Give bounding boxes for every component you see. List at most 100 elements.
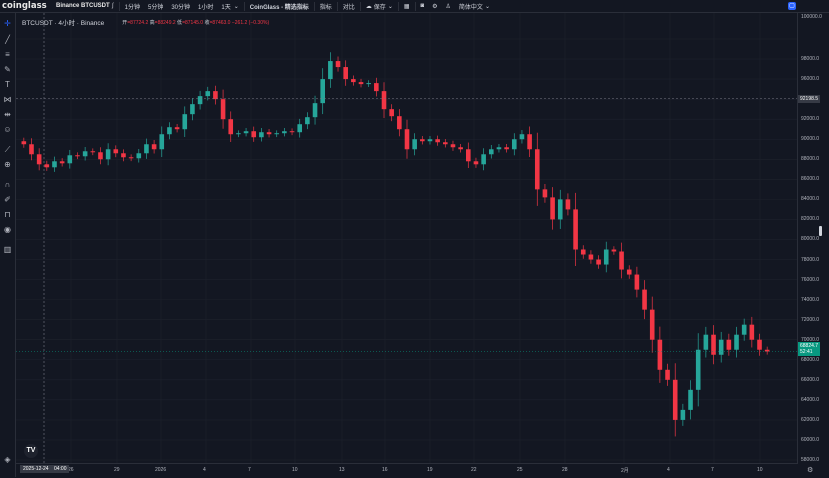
save-label: 保存	[373, 4, 386, 11]
chevron-down-icon: ⌄	[484, 3, 490, 10]
time-tick-label: 26	[68, 467, 74, 473]
lock-icon[interactable]: ⊓	[4, 210, 11, 219]
chart-settings-icon[interactable]: ⚙	[807, 467, 814, 474]
candle-body	[228, 119, 234, 135]
zoom-in-icon[interactable]: ⊕	[4, 160, 11, 169]
price-tick-label: 86000.0	[801, 176, 820, 183]
price-tick-label: 62000.0	[801, 416, 820, 423]
candle-body	[381, 91, 387, 110]
price-tick-top: 100000.0	[801, 14, 822, 20]
candle-body	[550, 197, 555, 220]
candle-body	[75, 155, 80, 157]
tradingview-logo[interactable]: TV	[24, 444, 38, 458]
scroll-handle[interactable]	[819, 226, 822, 236]
time-tick-label: 4	[203, 467, 206, 473]
open-label: 开	[122, 19, 128, 26]
text-icon[interactable]: T	[5, 80, 10, 89]
interval-1h[interactable]: 1小时	[198, 4, 214, 11]
low-label: 低	[177, 19, 183, 26]
language-selector[interactable]: 简体中文 ⌄	[455, 2, 494, 11]
interval-5m[interactable]: 5分钟	[148, 4, 164, 11]
time-tick-label: 25	[517, 467, 523, 473]
candle-body	[197, 96, 203, 105]
crosshair-date-label: 2025-12-24 04:00	[20, 465, 70, 473]
crosshair-price-label: 92198.5	[798, 95, 821, 103]
candle-body	[297, 124, 303, 133]
candle-body	[36, 154, 42, 165]
compare-button[interactable]: 对比	[342, 4, 355, 11]
layout-grid-icon[interactable]: ▦	[403, 3, 410, 10]
price-tick-label: 96000.0	[801, 76, 820, 83]
camera-icon[interactable]: ◙	[420, 3, 425, 9]
user-icon[interactable]: ♙	[445, 3, 451, 10]
interval-1m[interactable]: 1分钟	[124, 4, 140, 11]
emoji-icon[interactable]: ☺	[3, 125, 12, 134]
candle-body	[312, 103, 318, 118]
compare-symbol-icon[interactable]: ∫	[112, 3, 114, 9]
fullscreen-icon[interactable]: ▢	[788, 2, 796, 10]
last-price-label: 68824.7 52:41	[798, 342, 821, 356]
price-tick-label: 88000.0	[801, 156, 820, 163]
horizontal-lines-icon[interactable]: ≡	[5, 50, 10, 59]
brush-icon[interactable]: ✎	[4, 65, 11, 74]
candle-body	[274, 133, 280, 135]
candle-body	[481, 154, 486, 165]
candle-body	[213, 91, 218, 100]
save-button[interactable]: ☁ 保存 ⌄	[362, 2, 397, 11]
candle-body	[603, 249, 609, 265]
candle-body	[718, 339, 724, 355]
price-tick-label: 60000.0	[801, 436, 820, 443]
crosshair-date: 2025-12-24	[23, 466, 49, 472]
trash-icon[interactable]: ▥	[3, 245, 12, 254]
high-value: =88249.2	[154, 19, 176, 26]
pattern-icon[interactable]: ⋈	[3, 95, 12, 104]
candle-body	[351, 79, 356, 83]
candle-body	[565, 199, 571, 210]
candle-body	[243, 131, 249, 134]
candle-body	[435, 139, 440, 143]
divider	[336, 1, 338, 11]
symbol-selector[interactable]: Binance BTCUSDT	[56, 3, 110, 9]
candle-body	[90, 151, 96, 153]
candlestick-chart[interactable]	[16, 13, 828, 464]
indicators-button[interactable]: 指标	[319, 4, 332, 11]
crosshair-icon[interactable]: ✛	[4, 19, 11, 28]
change-value: −261.2 (−0.30%)	[231, 19, 270, 26]
lock-drawing-icon[interactable]: ✐	[4, 195, 11, 204]
candle-body	[680, 409, 686, 420]
price-tick-label: 72000.0	[801, 316, 820, 323]
interval-30m[interactable]: 30分钟	[171, 4, 191, 11]
ruler-icon[interactable]: ⟋	[4, 145, 11, 154]
trend-line-icon[interactable]: ╱	[5, 35, 10, 44]
candle-body	[511, 139, 517, 150]
candle-body	[496, 147, 502, 150]
price-axis[interactable]	[797, 13, 829, 464]
time-axis[interactable]: 26 29 2026 4 7 10 13 16 19 22 25 28 2月 4 7 10 2025-12-2…	[16, 463, 797, 478]
candle-body	[619, 251, 624, 270]
candle-body	[672, 379, 678, 420]
divider	[313, 1, 315, 11]
candle-body	[711, 334, 716, 355]
candle-body	[412, 139, 417, 150]
legend-ohlc: 开=87724.2 高=88249.2 低=87145.0 收=87463.0 …	[122, 19, 269, 26]
coinglass-indicators-button[interactable]: CoinGlass - 精选指标	[249, 4, 309, 11]
prediction-icon[interactable]: ⇹	[4, 110, 11, 119]
interval-1d[interactable]: 1天 ⌄	[217, 2, 242, 11]
candle-body	[404, 129, 410, 150]
gear-icon[interactable]: ⚙	[432, 3, 438, 10]
price-tick-label: 66000.0	[801, 376, 820, 383]
candle-body	[98, 152, 103, 160]
layers-icon[interactable]: ◈	[4, 455, 11, 464]
top-toolbar: coinglass Binance BTCUSDT ∫ 1分钟 5分钟 30分钟…	[0, 0, 829, 13]
candle-body	[113, 149, 119, 154]
magnet-icon[interactable]: ∩	[4, 180, 11, 189]
eye-icon[interactable]: ◉	[4, 225, 11, 234]
candle-body	[82, 151, 88, 157]
candle-body	[320, 79, 325, 104]
candle-body	[358, 82, 364, 85]
price-tick-label: 64000.0	[801, 396, 820, 403]
candle-body	[251, 131, 257, 138]
time-tick-label: 13	[339, 467, 345, 473]
time-tick-label: 4	[667, 467, 670, 473]
candle-body	[573, 209, 578, 250]
